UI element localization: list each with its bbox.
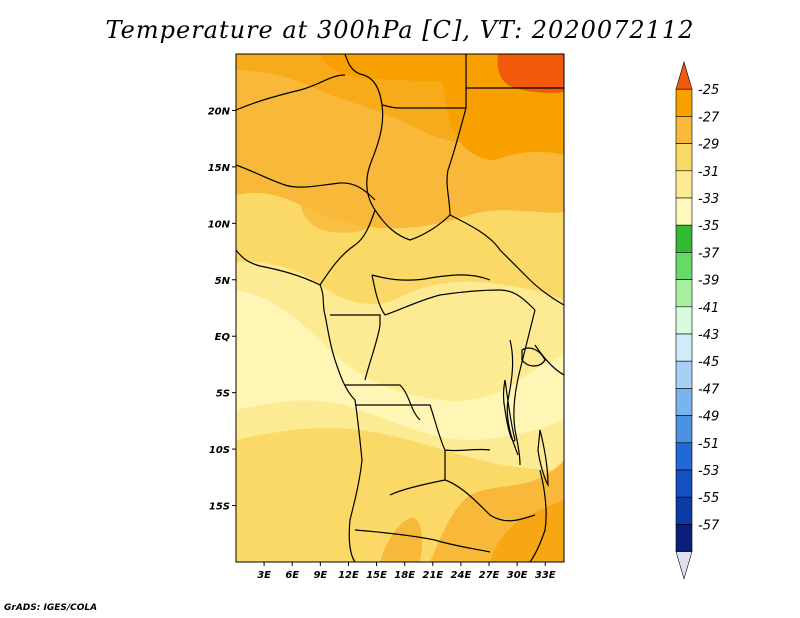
colorbar-label: -39: [698, 274, 719, 289]
border-algeria-libya: [344, 54, 383, 106]
colorbar-swatch: [675, 224, 693, 253]
border-drc-west: [345, 384, 421, 421]
colorbar-label: -57: [698, 518, 720, 533]
colorbar-bottom-triangle: [675, 551, 693, 580]
colorbar-swatch: [675, 170, 693, 199]
colorbar-label: -43: [698, 328, 719, 343]
x-tick-label: 15E: [366, 570, 387, 581]
colorbar-swatch: [675, 88, 693, 117]
plot-frame: [235, 53, 565, 563]
colorbar-label: -47: [698, 382, 720, 397]
colorbar: -25 -27 -29 -31 -33 -35 -37 -39 -41 -43 -45 -47 -49 -…: [675, 60, 720, 580]
temperature-field: [236, 54, 564, 562]
colorbar-label: -29: [698, 138, 719, 153]
border-sudan-south: [449, 214, 564, 306]
colorbar-label: -41: [698, 301, 719, 316]
border-mali-niger: [236, 74, 346, 111]
colorbar-label: -49: [698, 410, 719, 425]
colorbar-label: -45: [698, 355, 719, 370]
x-tick-label: 18E: [394, 570, 415, 581]
x-tick-label: 33E: [535, 570, 556, 581]
colorbar-label: -55: [698, 491, 719, 506]
border-zambia-south: [444, 479, 536, 522]
colorbar-label: -33: [698, 192, 719, 207]
colorbar-swatch: [675, 116, 693, 144]
border-namibia: [354, 529, 491, 553]
border-chad-sudan: [446, 107, 467, 216]
colorbar-label: -53: [698, 464, 719, 479]
border-chad-car: [374, 209, 451, 241]
border-nigeria-cameroon: [319, 209, 376, 286]
field-pale-band: [236, 290, 564, 440]
colorbar-swatch: [675, 442, 693, 471]
y-axis: 20N 15N 10N 5N EQ 5S 10S 15S: [208, 106, 236, 513]
x-tick-label: 27E: [479, 570, 500, 581]
border-mozambique: [529, 469, 547, 562]
border-angola-zambia: [389, 450, 446, 496]
border-drc-angola: [355, 404, 491, 452]
country-borders: [236, 54, 564, 562]
x-tick-label: 12E: [338, 570, 359, 581]
colorbar-swatch: [675, 252, 693, 280]
lake-victoria: [521, 347, 546, 367]
x-tick-label: 9E: [313, 570, 327, 581]
colorbar-label: -27: [698, 110, 720, 125]
colorbar-label: -31: [698, 165, 719, 180]
field-se-warm2: [490, 500, 564, 562]
colorbar-swatch: [675, 143, 693, 172]
border-drc-east: [513, 309, 536, 466]
colorbar-swatch: [675, 360, 693, 389]
colorbar-swatch: [675, 333, 693, 362]
colorbar-swatch: [675, 469, 693, 498]
border-sahel: [236, 164, 376, 201]
field-ne-hot: [497, 54, 564, 93]
coastline-west: [236, 249, 363, 562]
colorbar-label: -35: [698, 219, 719, 234]
map-title: Temperature at 300hPa [C], VT: 202007211…: [105, 16, 695, 44]
y-tick-label: 15S: [209, 502, 230, 513]
y-tick-label: EQ: [215, 332, 231, 343]
colorbar-swatch: [675, 496, 693, 525]
field-sw-warm: [380, 517, 422, 562]
border-gabon-congo: [330, 314, 381, 381]
y-tick-label: 10N: [208, 219, 231, 230]
lake-malawi: [537, 429, 549, 488]
x-tick-label: 21E: [422, 570, 443, 581]
border-cameroon-car: [371, 274, 386, 316]
colorbar-label: -51: [698, 437, 719, 452]
x-tick-label: 24E: [451, 570, 472, 581]
lake-tanganyika: [502, 379, 516, 442]
colorbar-swatch: [675, 197, 693, 226]
border-egypt-sudan: [381, 87, 564, 109]
colorbar-swatch: [675, 415, 693, 444]
y-tick-label: 5N: [215, 276, 231, 287]
grads-credit: GrADS: IGES/COLA: [4, 603, 98, 613]
y-tick-label: 20N: [208, 106, 231, 117]
border-niger-chad: [366, 104, 384, 211]
border-drc-north: [384, 289, 536, 316]
y-tick-label: 10S: [209, 445, 230, 456]
colorbar-label: -37: [698, 246, 720, 261]
x-tick-label: 6E: [285, 570, 299, 581]
x-tick-label: 30E: [507, 570, 528, 581]
colorbar-label: -25: [698, 83, 719, 98]
border-tanzania: [534, 344, 564, 376]
x-axis: 3E 6E 9E 12E 15E 18E 21E 24E 27E 30E 33E: [257, 562, 556, 581]
y-tick-label: 5S: [216, 389, 230, 400]
y-tick-label: 15N: [208, 163, 231, 174]
border-car-south: [371, 274, 491, 281]
field-mid-warm: [300, 198, 373, 233]
colorbar-swatch: [675, 306, 693, 335]
colorbar-swatch: [675, 388, 693, 416]
colorbar-swatch: [675, 524, 693, 552]
colorbar-swatch: [675, 279, 693, 308]
colorbar-top-triangle: [675, 60, 693, 90]
x-tick-label: 3E: [257, 570, 271, 581]
